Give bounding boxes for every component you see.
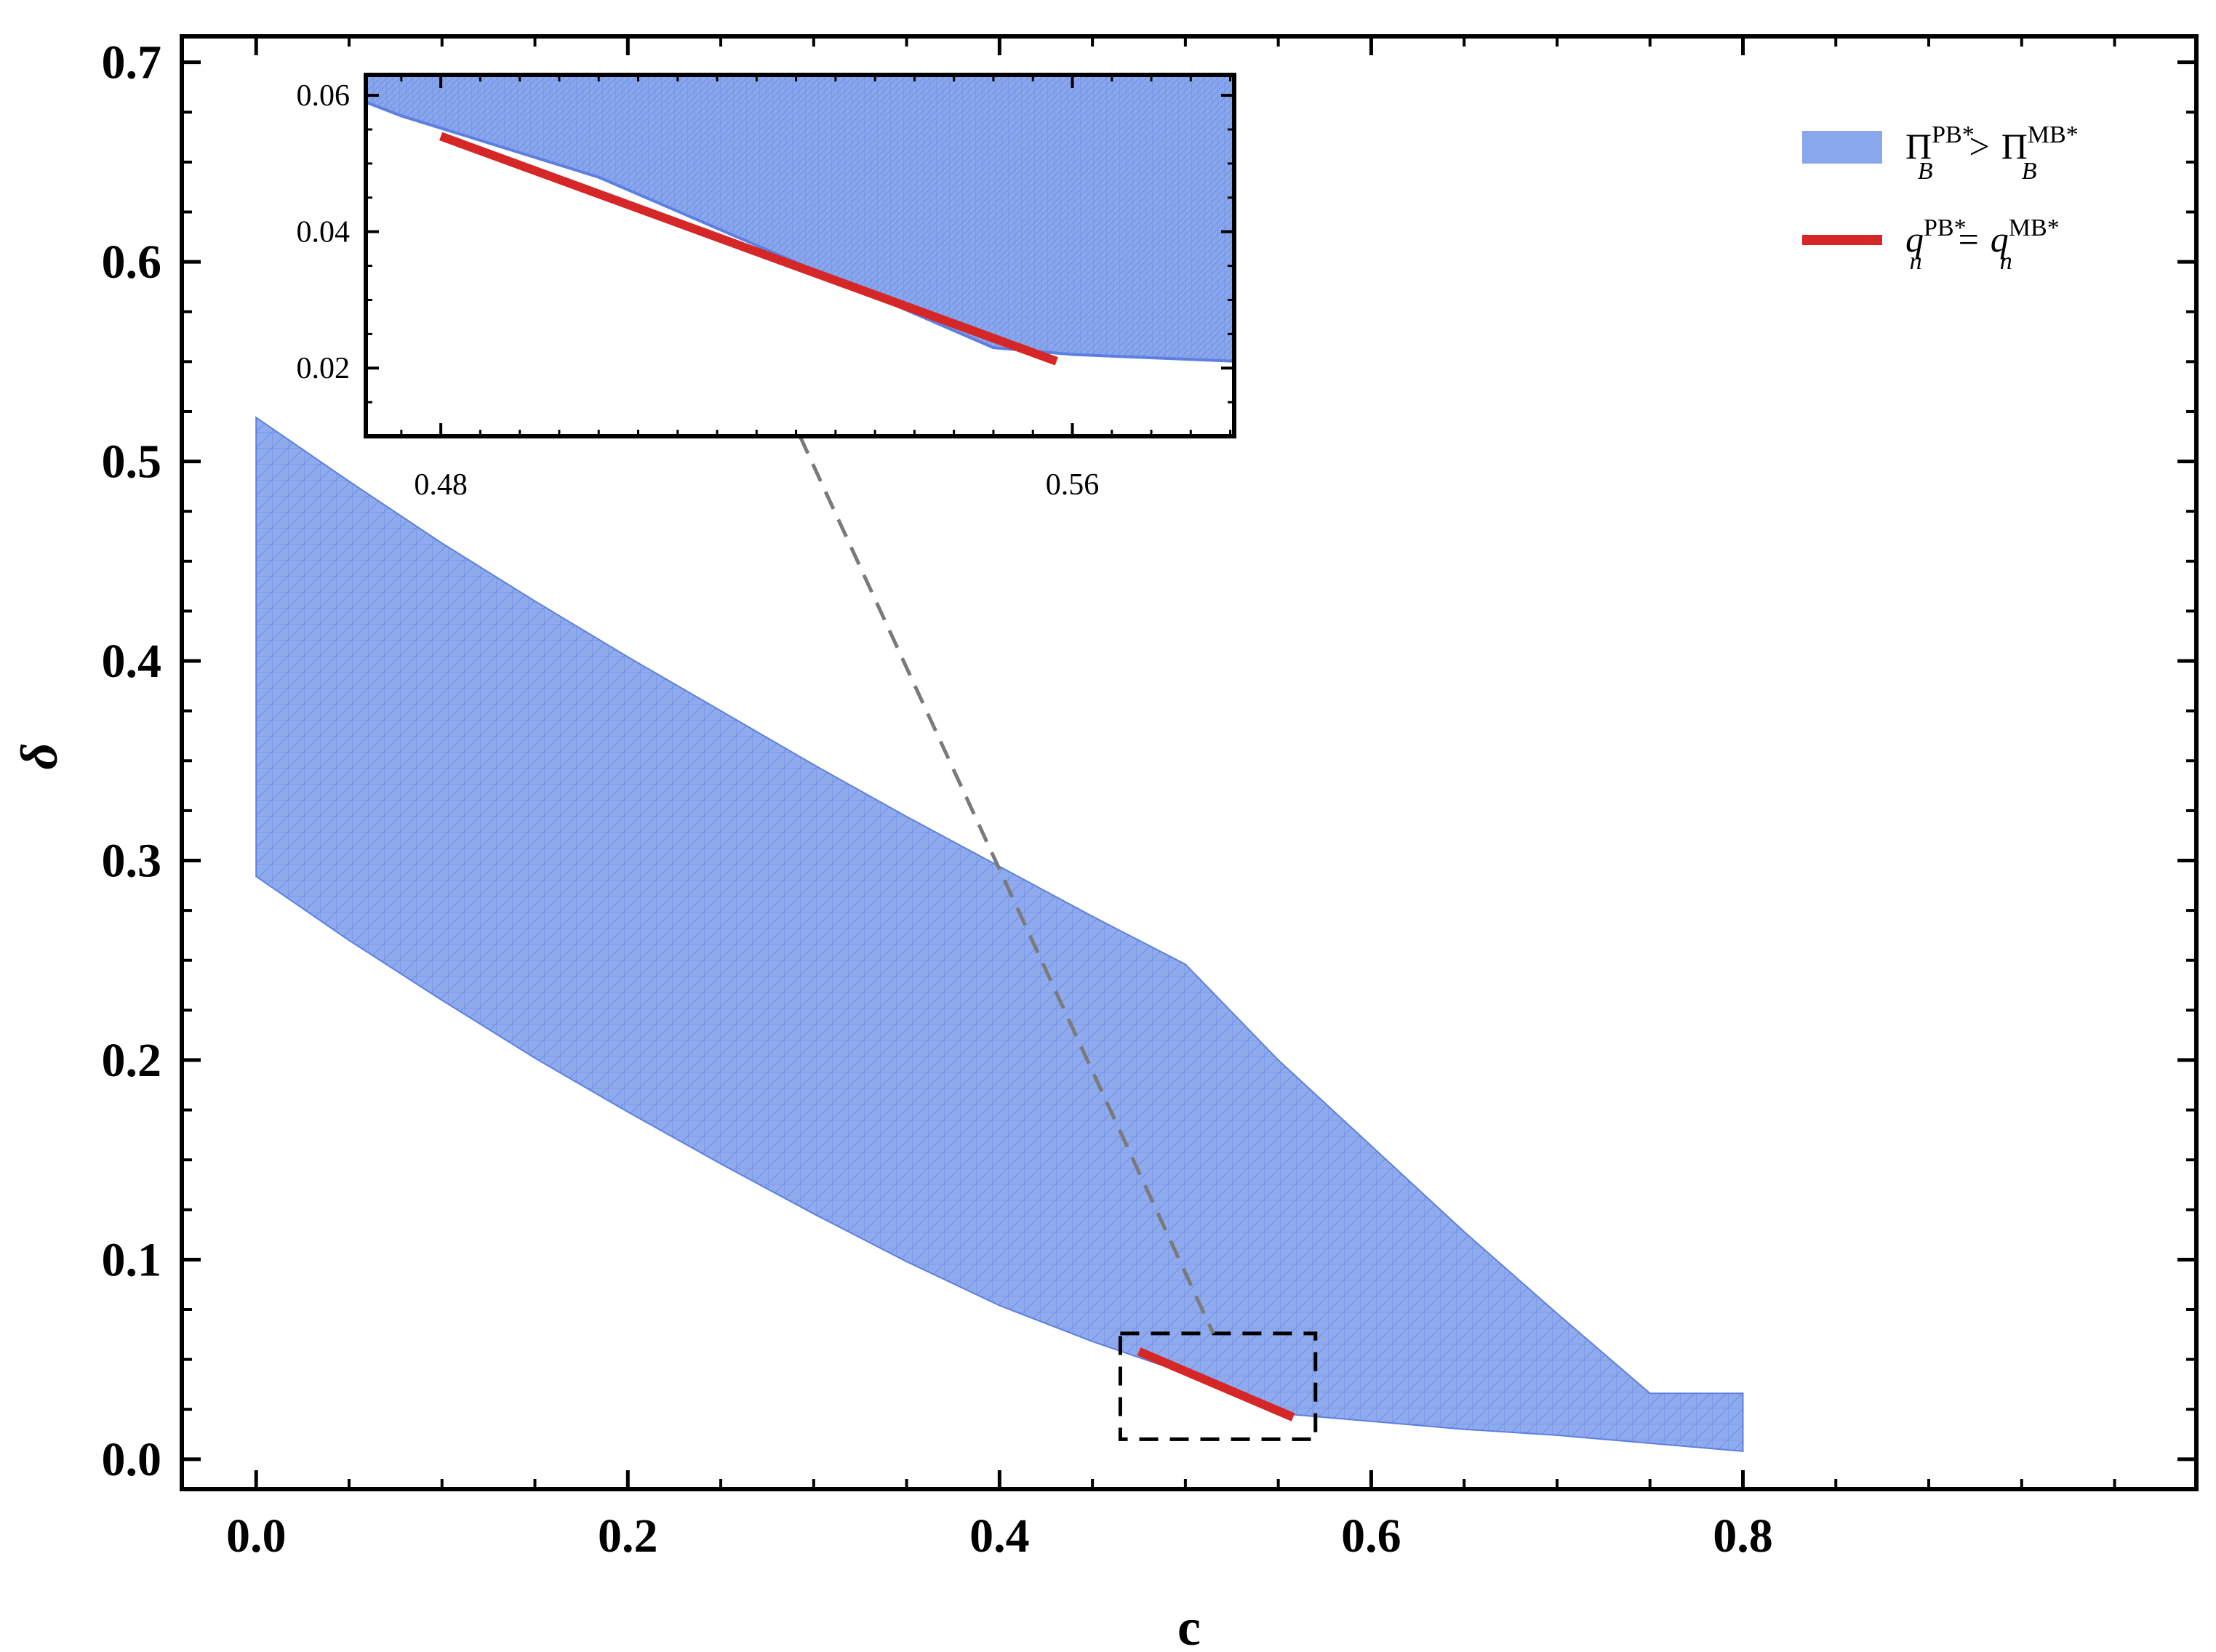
zoom-connector-line — [798, 435, 1215, 1334]
x-tick-label: 0.8 — [1713, 1509, 1773, 1563]
y-tick-label: 0.2 — [102, 1034, 162, 1087]
legend-curve-sub: n — [1910, 248, 1922, 275]
legend-region-sup-2: MB* — [2028, 121, 2079, 148]
legend-region-sub-2: B — [2022, 158, 2037, 185]
legend-region-symbol-2: Π — [2001, 126, 2028, 167]
main-plot-frame — [180, 34, 2199, 1491]
legend-curve-symbol-2: q — [1991, 219, 2009, 260]
legend-entry-region: ΠPB* B> ΠMB* B — [1802, 121, 2079, 185]
inset-zoom-plot: 0.48 0.56 0.02 0.04 0.06 — [297, 73, 1236, 502]
legend-region-sup: PB* — [1932, 121, 1975, 148]
zoom-box — [1118, 1331, 1318, 1441]
y-tick-label: 0.3 — [102, 834, 162, 887]
legend-swatch-region — [1802, 131, 1882, 164]
y-tick-label: 0.4 — [102, 635, 162, 688]
y-tick-label: 0.5 — [102, 436, 162, 489]
inset-y-tick-label: 0.02 — [297, 352, 351, 385]
legend-curve-symbol: q — [1905, 219, 1924, 260]
legend-curve-sup-2: MB* — [2009, 214, 2060, 241]
inset-y-tick-label: 0.06 — [297, 79, 351, 113]
feasible-region — [255, 416, 1744, 1452]
legend-region-sub: B — [1918, 158, 1933, 185]
legend-curve-sup: PB* — [1924, 214, 1967, 241]
inset-equal-quantity-curve — [439, 132, 1058, 366]
y-tick-label: 0.7 — [102, 36, 162, 89]
inset-x-tick-label: 0.48 — [414, 468, 468, 502]
x-tick-label: 0.6 — [1341, 1509, 1401, 1563]
y-axis-title: δ — [10, 743, 68, 770]
y-tick-label: 0.0 — [102, 1433, 162, 1486]
y-tick-label: 0.1 — [102, 1233, 162, 1286]
inset-frame — [364, 73, 1236, 438]
x-tick-label: 0.4 — [969, 1509, 1030, 1563]
x-tick-label: 0.0 — [226, 1509, 287, 1563]
legend-region-operator: > — [1969, 126, 1989, 167]
main-plot-area: 0.0 0.2 0.4 0.6 0.80.00.10.20.30.40.50.60.7 … — [10, 34, 2199, 1652]
svg-text:qPB*n=qMB*n: qPB* n= qMB* n — [1905, 214, 2060, 275]
y-tick-label: 0.6 — [102, 236, 162, 289]
x-tick-label: 0.2 — [598, 1509, 658, 1563]
legend-entry-curve: qPB* n= qMB* n — [1802, 214, 2060, 275]
equal-quantity-curve — [1137, 1347, 1295, 1422]
inset-y-tick-label: 0.04 — [297, 216, 351, 249]
legend-curve-operator: = — [1959, 219, 1979, 260]
legend-region-symbol: Π — [1905, 126, 1932, 167]
inset-x-tick-label: 0.56 — [1046, 468, 1100, 502]
x-axis-title: c — [1177, 1598, 1201, 1652]
legend: ΠPB* B> ΠMB* B qPB* n= qMB* n — [1802, 121, 2079, 275]
legend-curve-sub-2: n — [2000, 248, 2012, 275]
svg-text:ΠPB*B>ΠMB*B: ΠPB* B> ΠMB* B — [1905, 121, 2079, 185]
